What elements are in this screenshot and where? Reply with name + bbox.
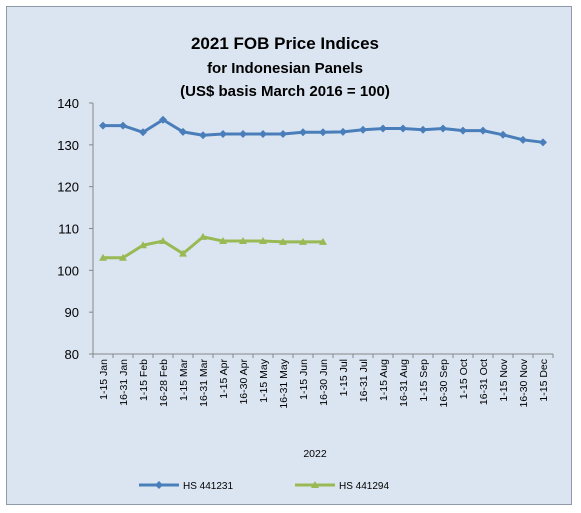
data-point — [199, 232, 207, 240]
x-tick-label: 16-31 Jul — [358, 359, 370, 402]
data-point — [439, 124, 447, 133]
x-tick-label: 1-15 Dec — [538, 359, 550, 402]
legend-item: HS 441294 — [295, 481, 389, 492]
y-tick-label: 80 — [65, 347, 79, 362]
data-point — [299, 237, 307, 245]
data-point — [155, 481, 163, 489]
data-point — [499, 130, 507, 139]
y-tick-label: 120 — [57, 180, 79, 195]
x-tick-label: 16-31 May — [278, 358, 290, 408]
x-tick-label: 1-15 Jun — [298, 359, 310, 400]
data-point — [159, 115, 167, 124]
legend-label: HS 441294 — [339, 481, 389, 492]
data-point — [199, 131, 207, 140]
data-point — [279, 129, 287, 138]
chart-title-line-3: (US$ basis March 2016 = 100) — [180, 83, 390, 100]
data-point — [311, 481, 319, 488]
series-1 — [99, 115, 547, 147]
x-tick-label: 1-15 Oct — [458, 359, 470, 399]
x-tick-label: 16-30 Apr — [238, 359, 250, 405]
x-axis: 1-15 Jan 16-31 Jan 1-15 Feb 16-28 Feb 1-15 M… — [92, 353, 554, 409]
data-point — [279, 237, 287, 245]
x-tick-label: 1-15 Sep — [418, 359, 430, 402]
x-axis-title: 2022 — [303, 448, 327, 460]
x-tick-label: 16-30 Jun — [318, 359, 330, 406]
x-tick-label: 1-15 Feb — [138, 359, 150, 401]
line-chart: 2021 FOB Price Indices for Indonesian Pa… — [57, 34, 554, 492]
data-point — [159, 237, 167, 245]
data-point — [179, 127, 187, 136]
data-point — [319, 128, 327, 137]
y-tick-label: 100 — [57, 263, 79, 278]
data-point — [259, 129, 267, 138]
chart-frame: 2021 FOB Price Indices for Indonesian Pa… — [6, 6, 572, 505]
y-tick-label: 90 — [65, 305, 79, 320]
series-layer — [99, 115, 547, 261]
data-point — [259, 237, 267, 245]
legend-label: HS 441231 — [183, 481, 233, 492]
chart-title-line-1: 2021 FOB Price Indices — [191, 34, 379, 53]
data-point — [459, 126, 467, 135]
data-point — [299, 128, 307, 137]
x-tick-label: 1-15 Aug — [378, 359, 390, 401]
y-tick-label: 110 — [58, 222, 79, 237]
series-2 — [99, 232, 327, 261]
chart-title-line-2: for Indonesian Panels — [207, 60, 363, 77]
data-point — [99, 253, 107, 261]
legend-item: HS 441231 — [139, 481, 233, 492]
x-tick-label: 1-15 May — [258, 358, 270, 403]
x-tick-label: 16-30 Nov — [518, 358, 530, 407]
y-axis: 80 90 100 110 120 130 140 — [57, 96, 94, 362]
data-point — [539, 138, 547, 147]
y-tick-label: 130 — [57, 138, 79, 153]
x-tick-label: 16-31 Oct — [478, 359, 490, 405]
chart-title: 2021 FOB Price Indices for Indonesian Pa… — [180, 34, 390, 100]
x-tick-label: 16-31 Jan — [118, 359, 130, 406]
data-point — [119, 253, 127, 261]
data-point — [179, 249, 187, 257]
data-point — [239, 237, 247, 245]
data-point — [239, 129, 247, 138]
x-tick-label: 1-15 Apr — [218, 359, 230, 399]
data-point — [139, 128, 147, 137]
x-tick-label: 16-31 Mar — [198, 359, 210, 407]
data-point — [319, 237, 327, 245]
data-point — [419, 125, 427, 134]
legend: HS 441231 HS 441294 — [139, 481, 389, 492]
data-point — [219, 237, 227, 245]
x-tick-label: 1-15 Nov — [498, 358, 510, 401]
data-point — [99, 121, 107, 130]
data-point — [359, 125, 367, 134]
data-point — [339, 127, 347, 136]
x-tick-label: 1-15 Mar — [178, 358, 190, 401]
data-point — [399, 124, 407, 133]
x-tick-label: 1-15 Jan — [98, 359, 110, 400]
x-tick-label: 16-30 Sep — [438, 359, 450, 408]
x-tick-label: 16-28 Feb — [158, 359, 170, 407]
data-point — [479, 126, 487, 135]
data-point — [519, 135, 527, 144]
x-tick-label: 16-31 Aug — [398, 359, 410, 407]
data-point — [379, 124, 387, 133]
x-tick-label: 1-15 Jul — [338, 359, 350, 396]
plot-area — [93, 103, 553, 354]
data-point — [139, 241, 147, 249]
data-point — [119, 121, 127, 130]
y-tick-label: 140 — [57, 96, 79, 111]
data-point — [219, 129, 227, 138]
